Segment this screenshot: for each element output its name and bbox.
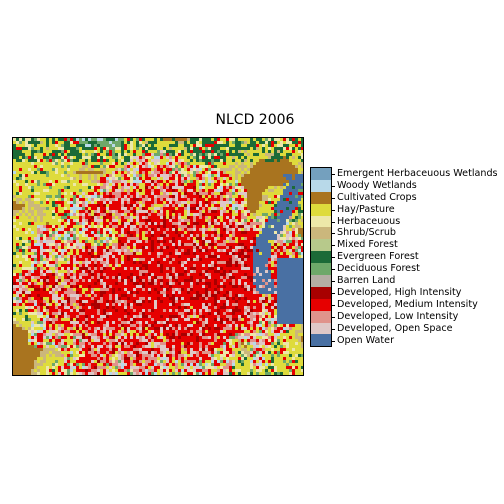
legend-tick — [331, 185, 335, 187]
legend-swatch — [311, 168, 331, 180]
legend-tick — [331, 221, 335, 223]
legend-label: Barren Land — [337, 275, 396, 287]
land-cover-raster — [13, 138, 303, 375]
legend-swatch — [311, 286, 331, 299]
legend-label: Cultivated Crops — [337, 191, 417, 203]
legend-tick — [331, 340, 335, 342]
legend-label: Shrub/Scrub — [337, 227, 396, 239]
legend-label: Developed, Medium Intensity — [337, 298, 478, 310]
legend-tick — [331, 269, 335, 271]
legend-swatch — [311, 275, 331, 287]
legend-label: Deciduous Forest — [337, 263, 420, 275]
legend-tick — [331, 292, 335, 294]
legend-swatch — [311, 298, 331, 311]
legend-label: Developed, High Intensity — [337, 286, 462, 298]
land-cover-map — [12, 137, 304, 376]
legend-swatch — [311, 203, 331, 216]
legend-tick — [331, 209, 335, 211]
legend-tick — [331, 197, 335, 199]
legend-swatch — [311, 215, 331, 228]
legend-label: Mixed Forest — [337, 239, 398, 251]
legend-tick — [331, 281, 335, 283]
legend-label: Herbaceuous — [337, 215, 401, 227]
legend-swatch — [311, 334, 331, 347]
legend-label: Evergreen Forest — [337, 251, 419, 263]
legend-label: Developed, Open Space — [337, 322, 453, 334]
legend-tick — [331, 304, 335, 306]
legend-label: Open Water — [337, 334, 395, 346]
legend-swatch — [311, 251, 331, 264]
legend-swatch — [311, 227, 331, 240]
legend-color-bar — [310, 167, 332, 348]
legend-tick — [331, 245, 335, 247]
legend-label: Woody Wetlands — [337, 179, 417, 191]
legend-tick — [331, 233, 335, 235]
legend-swatch — [311, 191, 331, 204]
legend-label: Emergent Herbaceuous Wetlands — [337, 167, 498, 179]
legend-label: Hay/Pasture — [337, 203, 395, 215]
legend-swatch — [311, 179, 331, 192]
legend-tick — [331, 257, 335, 259]
legend-swatch — [311, 263, 331, 276]
legend-tick — [331, 173, 335, 175]
legend-swatch — [311, 322, 331, 335]
map-title: NLCD 2006 — [215, 112, 295, 128]
legend-tick — [331, 316, 335, 318]
legend-swatch — [311, 310, 331, 323]
legend-tick — [331, 328, 335, 330]
legend-label: Developed, Low Intensity — [337, 310, 459, 322]
legend-swatch — [311, 239, 331, 252]
